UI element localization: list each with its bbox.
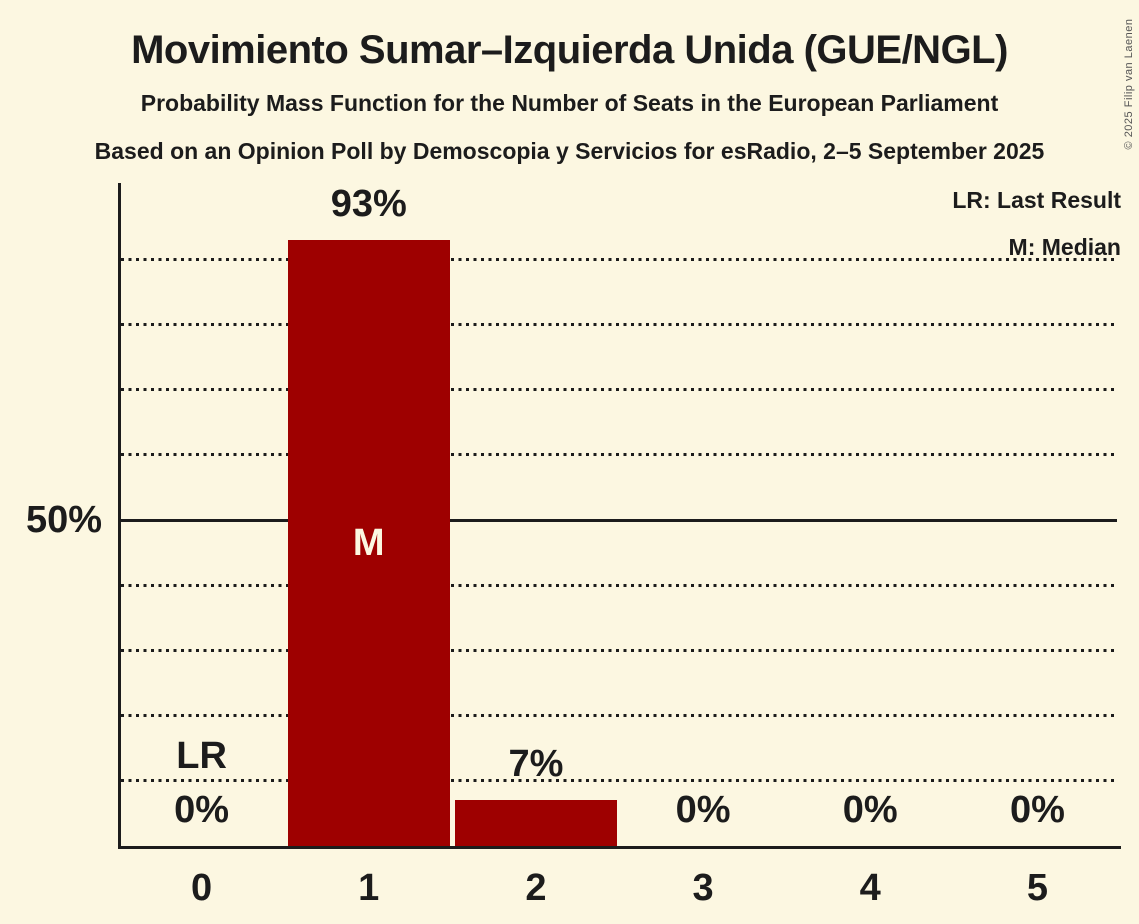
bar-seats-1: [287, 239, 450, 846]
last-result-marker: LR: [176, 735, 227, 777]
x-tick-label-3: 3: [692, 867, 714, 909]
value-label-seats-3: 0%: [675, 789, 731, 831]
chart-subtitle: Probability Mass Function for the Number…: [140, 90, 999, 116]
gridline-40pct: [121, 583, 1117, 587]
gridline-30pct: [121, 648, 1117, 652]
copyright-notice: © 2025 Filip van Laenen: [1123, 18, 1135, 150]
chart-source-line: Based on an Opinion Poll by Demoscopia y…: [94, 138, 1045, 164]
value-label-seats-5: 0%: [1009, 789, 1065, 831]
gridline-20pct: [121, 714, 1117, 718]
gridline-70pct: [121, 388, 1117, 392]
x-axis-line: [118, 846, 1121, 849]
x-tick-label-2: 2: [525, 867, 547, 909]
median-marker: M: [352, 522, 385, 564]
gridline-50pct-solid: [121, 518, 1117, 522]
bar-seats-2: [454, 800, 617, 846]
gridline-80pct: [121, 322, 1117, 326]
y-axis-line: [118, 183, 121, 849]
gridline-90pct: [121, 257, 1117, 261]
legend: LR: Last Result M: Median: [952, 177, 1121, 271]
gridline-60pct: [121, 453, 1117, 457]
plot-area: 0% 93% 7% 0% 0% 0% M LR: [118, 183, 1121, 846]
x-tick-label-5: 5: [1026, 867, 1048, 909]
legend-median: M: Median: [1008, 234, 1121, 260]
value-label-seats-0: 0%: [174, 789, 230, 831]
x-tick-label-4: 4: [859, 867, 881, 909]
gridline-10pct: [121, 779, 1117, 783]
chart-title: Movimiento Sumar–Izquierda Unida (GUE/NG…: [131, 28, 1008, 72]
x-tick-label-0: 0: [191, 867, 213, 909]
value-label-seats-1: 93%: [330, 182, 407, 225]
value-label-seats-4: 0%: [842, 789, 898, 831]
value-label-seats-2: 7%: [508, 743, 564, 786]
legend-last-result: LR: Last Result: [952, 187, 1121, 213]
y-axis-50-label: 50%: [25, 499, 102, 541]
x-tick-label-1: 1: [358, 867, 380, 909]
x-axis-labels: 0 1 2 3 4 5: [118, 866, 1121, 918]
